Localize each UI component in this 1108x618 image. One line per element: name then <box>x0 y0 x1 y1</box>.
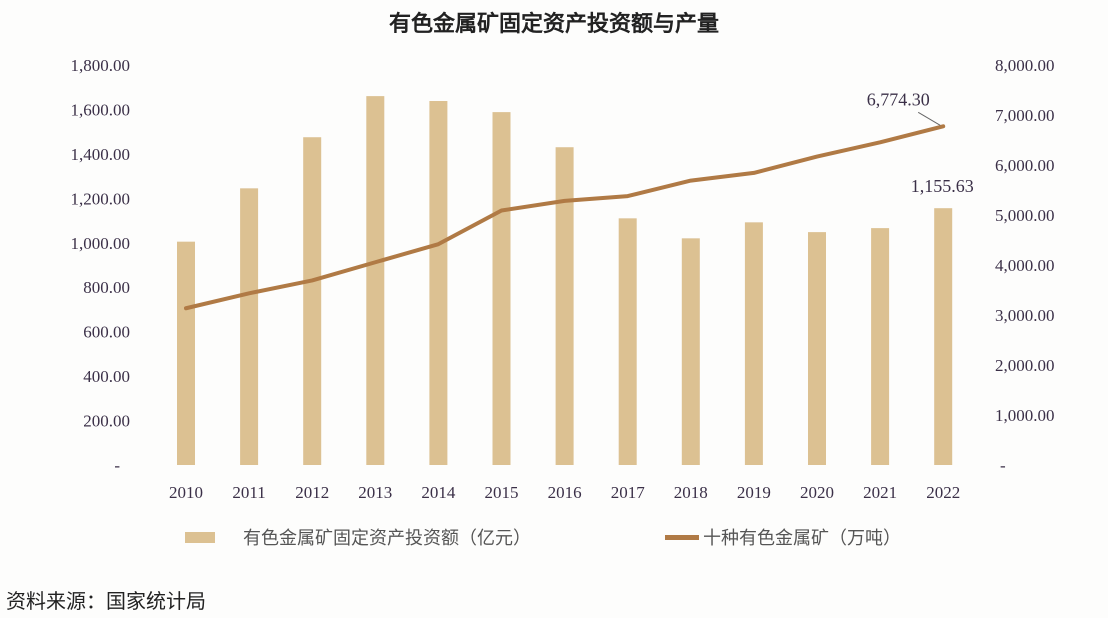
left-axis-tick: 600.00 <box>83 323 130 342</box>
legend-swatch-line <box>665 534 699 540</box>
legend-swatch-bar <box>185 531 215 543</box>
right-axis-tick: 6,000.00 <box>995 156 1055 175</box>
bar <box>808 232 826 465</box>
bar <box>618 218 637 465</box>
legend-label-line: 十种有色金属矿（万吨） <box>703 528 901 549</box>
x-axis-tick: 2020 <box>800 483 834 502</box>
bar <box>555 147 574 465</box>
legend-label-bar: 有色金属矿固定资产投资额（亿元） <box>243 528 531 549</box>
bar <box>240 188 259 466</box>
left-axis-tick: 400.00 <box>83 367 130 386</box>
annotation-leader <box>917 111 941 126</box>
right-axis-tick: 5,000.00 <box>995 206 1055 225</box>
x-axis-tick: 2010 <box>169 483 203 502</box>
bar <box>429 101 448 465</box>
x-axis-tick: 2016 <box>548 483 582 502</box>
bar <box>934 208 953 465</box>
x-axis-tick: 2014 <box>421 483 456 502</box>
x-axis-tick: 2011 <box>232 483 265 502</box>
x-axis-tick: 2018 <box>674 483 708 502</box>
right-axis-tick: 3,000.00 <box>995 306 1055 325</box>
x-axis-tick: 2021 <box>863 483 897 502</box>
left-axis-tick: 200.00 <box>83 412 130 431</box>
left-axis-tick: 1,000.00 <box>71 234 131 253</box>
left-axis-tick: 1,800.00 <box>71 56 131 75</box>
annotation-bar-last: 1,155.63 <box>911 176 974 196</box>
right-axis-tick: 2,000.00 <box>995 356 1055 375</box>
bar <box>366 96 385 465</box>
left-axis-tick: 1,200.00 <box>71 189 131 208</box>
left-axis-tick: 800.00 <box>83 278 130 297</box>
chart-title: 有色金属矿固定资产投资额与产量 <box>388 12 719 37</box>
left-axis-tick: 1,600.00 <box>71 100 131 119</box>
right-axis-tick: 4,000.00 <box>995 256 1055 275</box>
right-axis-tick: 8,000.00 <box>995 56 1055 75</box>
x-axis-tick: 2022 <box>926 483 960 502</box>
right-axis-tick: 7,000.00 <box>995 106 1055 125</box>
left-axis-tick: - <box>114 456 120 475</box>
legend-item-bar: 有色金属矿固定资产投资额（亿元） <box>185 524 531 550</box>
bar <box>492 112 511 465</box>
legend-item-line: 十种有色金属矿（万吨） <box>665 524 901 550</box>
right-axis-tick: - <box>1000 456 1006 475</box>
x-axis-tick: 2015 <box>485 483 519 502</box>
bar <box>681 238 700 465</box>
x-axis-tick: 2019 <box>737 483 771 502</box>
bar <box>871 228 890 465</box>
bar <box>303 137 322 465</box>
left-axis-tick: 1,400.00 <box>71 145 131 164</box>
x-axis-tick: 2017 <box>611 483 646 502</box>
x-axis-tick: 2013 <box>358 483 392 502</box>
x-axis-tick: 2012 <box>295 483 329 502</box>
bar <box>744 222 763 465</box>
right-axis-tick: 1,000.00 <box>995 406 1055 425</box>
source-note: 资料来源：国家统计局 <box>6 589 206 613</box>
annotation-line-last: 6,774.30 <box>867 89 930 109</box>
bar <box>177 241 195 465</box>
